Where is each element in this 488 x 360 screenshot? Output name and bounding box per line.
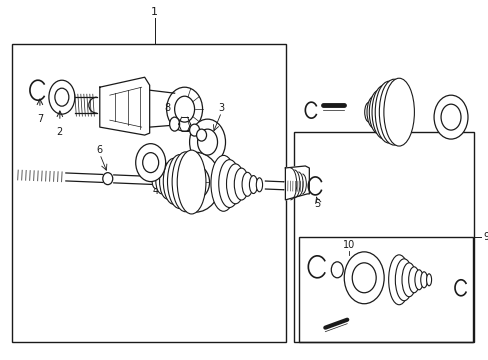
Bar [294, 132, 473, 342]
Ellipse shape [330, 262, 343, 278]
Ellipse shape [394, 259, 412, 301]
Ellipse shape [102, 173, 113, 185]
Ellipse shape [420, 272, 427, 288]
Ellipse shape [197, 129, 217, 155]
Ellipse shape [256, 178, 262, 192]
Text: 8: 8 [164, 103, 170, 113]
Ellipse shape [177, 150, 205, 214]
Ellipse shape [374, 81, 402, 143]
Ellipse shape [366, 96, 381, 128]
Polygon shape [100, 77, 149, 135]
Ellipse shape [55, 88, 69, 106]
Ellipse shape [174, 96, 194, 122]
Ellipse shape [383, 78, 413, 146]
Text: 1: 1 [151, 7, 158, 17]
Text: 5: 5 [314, 199, 320, 209]
Ellipse shape [379, 79, 408, 145]
Ellipse shape [388, 255, 409, 305]
Ellipse shape [181, 165, 209, 199]
Ellipse shape [408, 267, 419, 293]
Ellipse shape [440, 104, 460, 130]
Ellipse shape [368, 90, 388, 134]
Ellipse shape [218, 159, 240, 207]
Bar [12, 44, 286, 342]
Ellipse shape [433, 95, 467, 139]
Bar [299, 237, 472, 342]
Ellipse shape [136, 144, 165, 181]
Ellipse shape [156, 168, 167, 194]
Ellipse shape [249, 176, 257, 194]
Ellipse shape [344, 252, 384, 304]
Ellipse shape [210, 156, 236, 211]
Polygon shape [285, 166, 309, 200]
Ellipse shape [167, 154, 191, 208]
Ellipse shape [166, 87, 202, 131]
Ellipse shape [401, 263, 415, 297]
Ellipse shape [351, 263, 375, 293]
Ellipse shape [189, 124, 199, 136]
Ellipse shape [226, 164, 244, 204]
Ellipse shape [414, 270, 423, 290]
Ellipse shape [242, 172, 252, 196]
Ellipse shape [234, 168, 248, 200]
Ellipse shape [142, 153, 158, 172]
Ellipse shape [189, 119, 225, 165]
Ellipse shape [169, 117, 179, 131]
Ellipse shape [49, 80, 75, 114]
Text: 9: 9 [482, 232, 488, 242]
Ellipse shape [371, 85, 395, 139]
Text: 4: 4 [152, 185, 159, 195]
Ellipse shape [170, 152, 220, 212]
Ellipse shape [364, 102, 373, 122]
Text: 2: 2 [57, 127, 63, 137]
Text: 7: 7 [37, 114, 43, 124]
Text: 3: 3 [218, 103, 224, 113]
Ellipse shape [172, 152, 199, 212]
Ellipse shape [152, 172, 159, 189]
Text: 6: 6 [97, 145, 102, 155]
Ellipse shape [159, 163, 175, 199]
Ellipse shape [426, 274, 431, 286]
Ellipse shape [196, 129, 206, 141]
Text: 10: 10 [343, 240, 355, 250]
Ellipse shape [163, 158, 183, 204]
